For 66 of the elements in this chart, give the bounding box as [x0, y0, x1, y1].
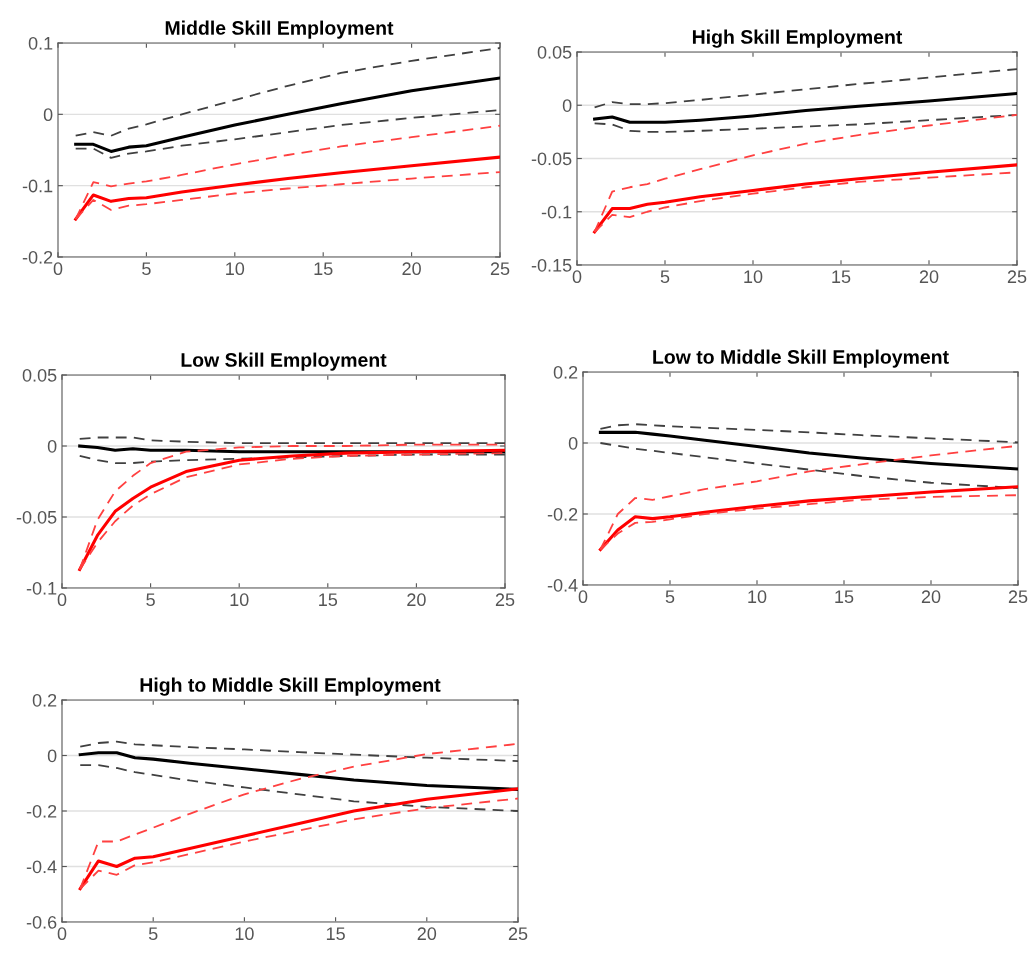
- x-tick-label: 25: [1007, 270, 1027, 284]
- line-series: [593, 68, 1017, 109]
- x-tick-label: 15: [835, 590, 854, 604]
- y-tick-label: -0.4: [26, 860, 57, 874]
- y-tick-label: 0.1: [28, 36, 53, 50]
- y-tick-label: -0.4: [547, 578, 578, 592]
- y-tick-label: -0.1: [22, 179, 53, 193]
- line-series: [74, 76, 500, 153]
- x-tick-label: 15: [832, 270, 851, 284]
- y-tick-label: -0.6: [26, 915, 57, 929]
- y-tick-label: -0.2: [26, 804, 57, 818]
- x-tick-label: 10: [235, 927, 254, 941]
- x-tick-label: 25: [1008, 590, 1028, 604]
- line-series: [79, 740, 518, 762]
- x-tick-label: 25: [495, 593, 515, 607]
- line-series: [593, 92, 1017, 124]
- x-tick-label: 0: [57, 593, 67, 607]
- x-tick-label: 15: [326, 927, 345, 941]
- y-tick-label: 0: [47, 749, 57, 763]
- chart-title: High Skill Employment: [692, 29, 903, 48]
- y-tick-label: 0.05: [22, 368, 57, 382]
- y-tick-label: 0.2: [553, 365, 578, 379]
- x-tick-label: 5: [660, 270, 670, 284]
- line-series: [78, 453, 505, 464]
- y-tick-label: -0.05: [16, 510, 57, 524]
- y-tick-label: -0.05: [531, 152, 572, 166]
- y-tick-label: -0.15: [531, 258, 572, 272]
- y-tick-label: 0: [568, 436, 578, 450]
- x-tick-label: 20: [417, 927, 437, 941]
- chart-title: High to Middle Skill Employment: [140, 677, 441, 696]
- x-tick-label: 0: [578, 590, 588, 604]
- chart-title: Low to Middle Skill Employment: [653, 349, 949, 368]
- x-tick-label: 20: [407, 593, 426, 607]
- y-tick-label: -0.2: [22, 250, 53, 264]
- y-tick-label: 0: [43, 108, 53, 122]
- x-tick-label: 5: [148, 927, 158, 941]
- x-tick-label: 10: [230, 593, 249, 607]
- x-tick-label: 25: [490, 262, 510, 276]
- line-series: [599, 423, 1018, 444]
- x-tick-label: 25: [508, 927, 528, 941]
- y-tick-label: 0.2: [32, 693, 57, 707]
- y-tick-label: -0.2: [547, 507, 578, 521]
- line-series: [79, 764, 518, 812]
- x-tick-label: 20: [921, 590, 941, 604]
- x-tick-label: 5: [665, 590, 675, 604]
- x-tick-label: 5: [146, 593, 155, 607]
- y-tick-label: -0.1: [26, 581, 57, 595]
- chart-title: Middle Skill Employment: [165, 20, 394, 39]
- y-tick-label: -0.1: [541, 205, 572, 219]
- x-tick-label: 10: [744, 270, 763, 284]
- x-tick-label: 10: [226, 262, 245, 276]
- x-tick-label: 20: [402, 262, 421, 276]
- x-tick-label: 20: [919, 270, 939, 284]
- y-tick-label: 0.05: [537, 45, 572, 59]
- x-tick-label: 15: [314, 262, 333, 276]
- x-tick-label: 10: [748, 590, 767, 604]
- line-series: [74, 47, 500, 137]
- y-tick-label: 0: [562, 99, 572, 112]
- line-series: [599, 442, 1018, 489]
- chart-title: Low Skill Employment: [181, 352, 387, 371]
- line-series: [598, 430, 1018, 471]
- x-tick-label: 0: [57, 927, 67, 941]
- line-series: [78, 751, 518, 791]
- y-tick-label: 0: [47, 439, 57, 453]
- x-tick-label: 5: [142, 262, 151, 276]
- x-tick-label: 15: [319, 593, 338, 607]
